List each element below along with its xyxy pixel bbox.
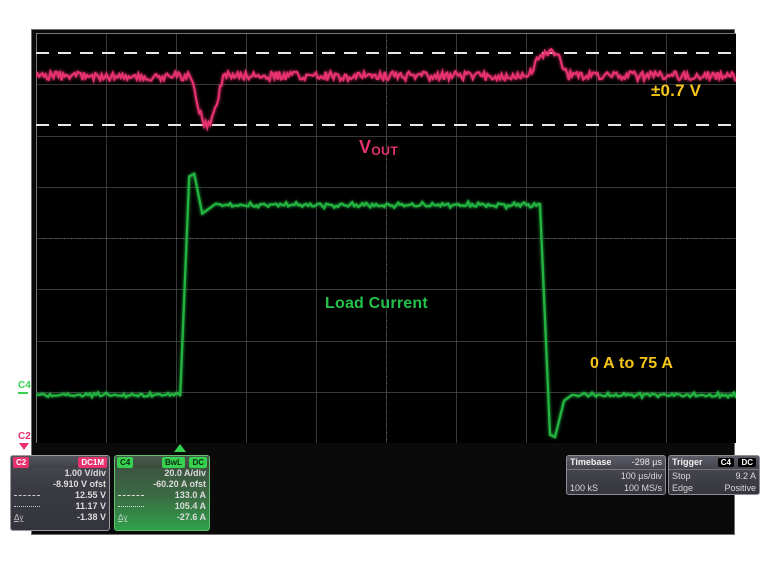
trigger-state-value: Stop: [672, 470, 691, 481]
c2-header: C2 DC1M: [11, 456, 109, 468]
c2-delta-row[interactable]: Δy -1.38 V: [11, 512, 109, 523]
trigger-chip-group: C4 DC: [716, 457, 756, 468]
cursor-upper-icon: [118, 494, 144, 497]
cursor-lower-icon: [14, 505, 40, 508]
cursor-lower-icon: [118, 505, 144, 508]
c2-offset-value: -8.910 V ofst: [52, 479, 106, 489]
vout-subscript: OUT: [371, 144, 399, 159]
trigger-slope-value: Positive: [724, 482, 756, 493]
c4-delta-value: -27.6 A: [176, 512, 206, 522]
cursor-upper-icon: [14, 494, 40, 497]
c2-offset-row[interactable]: -8.910 V ofst: [11, 479, 109, 490]
c2-cursor-upper-row[interactable]: 12.55 V: [11, 490, 109, 501]
graticule: [36, 33, 736, 443]
c4-delta-label: Δy: [118, 513, 128, 522]
c4-cursor-lower-row[interactable]: 105.4 A: [115, 501, 209, 512]
timebase-descriptor[interactable]: Timebase -298 µs 100 µs/div 100 kS 100 M…: [566, 455, 666, 495]
c2-id-chip[interactable]: C2: [13, 456, 30, 468]
c4-offset-row[interactable]: -60.20 A ofst: [115, 479, 209, 490]
axis-tick-column: [386, 33, 387, 443]
timebase-rate-value: 100 MS/s: [623, 482, 662, 493]
c4-id-chip[interactable]: C4: [117, 456, 134, 468]
c4-cursor-upper-value: 133.0 A: [174, 490, 206, 500]
c4-delta-row[interactable]: Δy -27.6 A: [115, 512, 209, 523]
c4-chip-group: BwL DC: [162, 456, 207, 468]
c2-cursor-lower-value: 11.17 V: [75, 501, 106, 511]
timebase-delay-value: -298 µs: [631, 457, 662, 467]
c2-vdiv-value: 1.00 V/div: [64, 468, 106, 478]
c4-coupling-chip[interactable]: DC: [189, 456, 207, 468]
c4-adiv-value: 20.0 A/div: [164, 468, 206, 478]
c2-delta-value: -1.38 V: [76, 512, 106, 522]
c2-edge-marker[interactable]: C2: [18, 431, 31, 450]
trigger-type-row[interactable]: Edge Positive: [669, 482, 759, 494]
c4-header: C4 BwL DC: [115, 456, 209, 468]
c4-bandwidth-chip[interactable]: BwL: [162, 456, 185, 468]
cursor-line-lower[interactable]: [36, 124, 736, 126]
trigger-position-marker[interactable]: [174, 444, 186, 452]
trigger-level-value: 9.2 A: [735, 470, 756, 481]
c4-adiv-row[interactable]: 20.0 A/div: [115, 468, 209, 479]
trigger-source-chip[interactable]: C4: [717, 458, 734, 467]
vout-label: VOUT: [359, 137, 399, 159]
c2-cursor-lower-row[interactable]: 11.17 V: [11, 501, 109, 512]
trace-c4-load-current: [36, 171, 736, 439]
step-range-label: 0 A to 75 A: [590, 355, 674, 372]
c2-delta-label: Δy: [14, 513, 24, 522]
timebase-scale-row[interactable]: 100 µs/div: [567, 470, 665, 482]
trigger-type-value: Edge: [672, 482, 694, 493]
c4-marker-label: C4: [18, 380, 31, 391]
trigger-title: Trigger: [672, 457, 703, 467]
timebase-sampling-row[interactable]: 100 kS 100 MS/s: [567, 482, 665, 494]
waveform-traces: [36, 47, 736, 439]
c2-marker-arrow: [19, 443, 29, 450]
trigger-coupling-chip[interactable]: DC: [738, 458, 756, 467]
timebase-scale-value: 100 µs/div: [620, 470, 662, 481]
c4-edge-marker[interactable]: C4: [18, 380, 31, 394]
timebase-title: Timebase: [570, 457, 612, 467]
c4-marker-bar: [18, 392, 28, 394]
c2-vdiv-row[interactable]: 1.00 V/div: [11, 468, 109, 479]
trigger-state-row[interactable]: Stop 9.2 A: [669, 470, 759, 482]
waveform-display-area[interactable]: VOUT ±0.7 V Load Current 0 A to 75 A: [36, 33, 736, 443]
trace-c2-vout: [36, 47, 736, 132]
cursor-line-upper[interactable]: [36, 52, 736, 54]
timebase-samples-value: 100 kS: [570, 482, 599, 493]
c4-offset-value: -60.20 A ofst: [153, 479, 206, 489]
trigger-descriptor[interactable]: Trigger C4 DC Stop 9.2 A Edge Positive: [668, 455, 760, 495]
trigger-header: Trigger C4 DC: [669, 456, 759, 470]
c2-cursor-upper-value: 12.55 V: [74, 490, 106, 500]
c4-cursor-upper-row[interactable]: 133.0 A: [115, 490, 209, 501]
c2-marker-label: C2: [18, 431, 31, 442]
timebase-header: Timebase -298 µs: [567, 456, 665, 470]
channel-descriptor-c4[interactable]: C4 BwL DC 20.0 A/div -60.20 A ofst 133.0…: [114, 455, 210, 531]
c4-cursor-lower-value: 105.4 A: [174, 501, 206, 511]
c2-coupling-chip[interactable]: DC1M: [78, 456, 107, 468]
channel-descriptor-c2[interactable]: C2 DC1M 1.00 V/div -8.910 V ofst 12.55 V…: [10, 455, 110, 531]
ripple-label: ±0.7 V: [651, 81, 702, 100]
load-current-label: Load Current: [325, 295, 428, 312]
